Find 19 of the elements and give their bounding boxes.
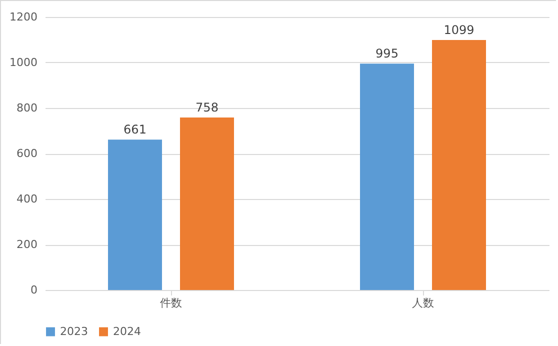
legend-label: 2024 — [113, 324, 141, 338]
data-label: 1099 — [444, 22, 474, 37]
x-tick-label: 人数 — [412, 296, 434, 310]
y-tick-label: 0 — [30, 284, 38, 296]
y-tick-label: 1000 — [10, 56, 38, 69]
x-tick-label: 件数 — [160, 296, 182, 310]
y-tick-label: 800 — [16, 102, 38, 114]
y-tick-label: 600 — [16, 147, 38, 160]
bar — [360, 64, 414, 290]
data-label: 758 — [196, 100, 218, 115]
legend-label: 2023 — [60, 324, 88, 338]
y-tick-label: 1200 — [10, 10, 38, 24]
data-label: 661 — [124, 122, 146, 137]
data-label: 995 — [376, 46, 398, 61]
y-tick-label: 400 — [16, 192, 38, 206]
y-tick-label: 200 — [16, 238, 38, 251]
bar — [432, 40, 486, 290]
bar — [180, 118, 234, 290]
bar — [108, 140, 162, 290]
